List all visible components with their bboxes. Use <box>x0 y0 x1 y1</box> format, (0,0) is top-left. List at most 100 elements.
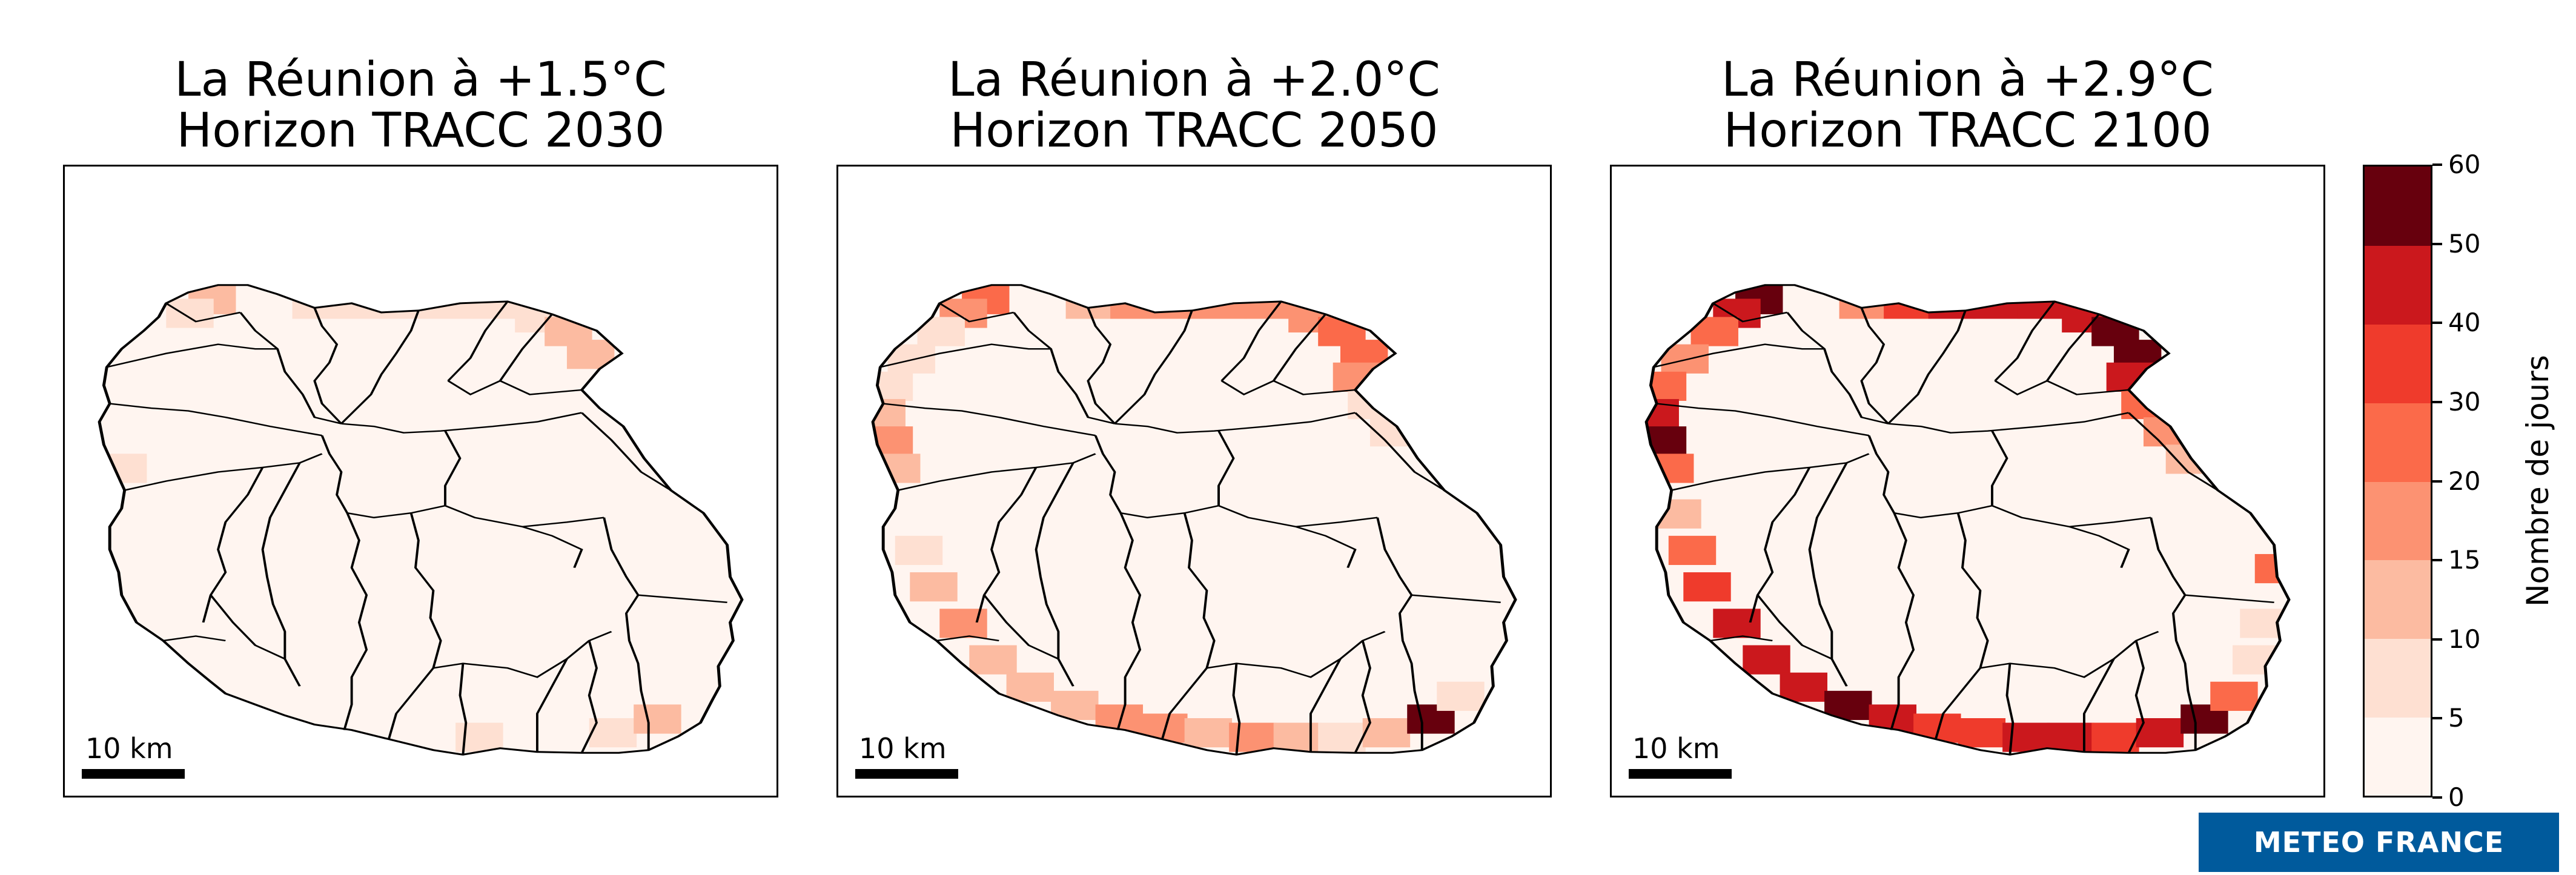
colorbar <box>2363 165 2432 797</box>
panel-title-1: La Réunion à +1.5°C Horizon TRACC 2030 <box>63 54 778 156</box>
coastline <box>98 284 744 756</box>
commune-border <box>603 517 727 603</box>
island-map-group <box>98 284 744 756</box>
commune-border <box>1956 513 1989 669</box>
heat-cell <box>1184 718 1233 748</box>
colorbar-label: Nombre de jours <box>2520 355 2555 607</box>
colorbar-band <box>2365 638 2431 718</box>
colorbar-tick-label: 5 <box>2448 703 2465 733</box>
coastline <box>871 284 1517 756</box>
commune-border <box>580 640 598 753</box>
commune-border <box>882 403 1096 437</box>
colorbar-tick <box>2432 796 2442 799</box>
colorbar-tick-label: 60 <box>2448 150 2481 179</box>
heat-cell <box>166 299 214 328</box>
scale-line-3 <box>1629 769 1732 779</box>
colorbar-band <box>2365 481 2431 561</box>
heat-cell <box>1654 499 1701 529</box>
heat-cell <box>2047 722 2095 752</box>
commune-border <box>1994 380 2129 396</box>
commune-border <box>1220 301 1282 381</box>
island-map-group <box>871 284 1517 756</box>
commune-border <box>124 453 323 491</box>
commune-border <box>1035 463 1074 687</box>
commune-border <box>1161 667 1208 739</box>
heat-cell <box>1646 426 1687 456</box>
commune-border <box>1217 431 1235 506</box>
commune-border <box>624 595 650 750</box>
commune-border <box>447 380 582 396</box>
heat-cell <box>910 572 958 602</box>
island-land <box>99 285 743 755</box>
commune-border <box>1116 512 1142 730</box>
scale-bar-3: 10 km <box>1629 733 1732 779</box>
colorbar-band <box>2365 167 2431 246</box>
heat-cell <box>1958 718 2006 748</box>
scale-line-2 <box>855 769 958 779</box>
commune-border <box>1272 314 1327 381</box>
scale-label-3: 10 km <box>1632 732 1720 765</box>
panel-title-2-line1: La Réunion à +2.0°C <box>948 53 1440 107</box>
panel-title-3-line2: Horizon TRACC 2100 <box>1723 104 2212 158</box>
commune-border <box>1712 303 1788 323</box>
heat-cell <box>1646 371 1687 401</box>
panel-title-2: La Réunion à +2.0°C Horizon TRACC 2050 <box>836 54 1552 156</box>
commune-border <box>239 312 342 424</box>
heat-cell <box>969 645 1017 675</box>
commune-border <box>898 453 1096 491</box>
heat-cell <box>1668 535 1717 566</box>
heat-cell <box>1437 681 1485 711</box>
commune-border <box>1354 640 1371 753</box>
commune-border <box>447 301 509 381</box>
colorbar-tick <box>2432 638 2442 641</box>
colorbar-tick <box>2432 322 2442 325</box>
commune-border <box>343 512 368 730</box>
commune-border <box>1120 505 1219 518</box>
commune-border <box>1890 512 1915 730</box>
heat-cell <box>895 535 943 566</box>
heat-cell <box>2017 289 2065 319</box>
heat-cell <box>1780 672 1828 702</box>
heat-cell <box>873 426 913 456</box>
commune-border <box>1013 312 1116 424</box>
heat-cell <box>2121 389 2169 420</box>
commune-border <box>444 431 462 506</box>
map-svg-3 <box>1644 284 2291 756</box>
colorbar-band <box>2365 245 2431 325</box>
commune-border <box>1113 310 1193 424</box>
commune-border <box>210 595 286 660</box>
commune-border <box>1860 308 1890 424</box>
commune-border <box>2005 663 2015 755</box>
commune-border <box>444 505 604 528</box>
heat-cell <box>1683 572 1731 602</box>
commune-border <box>1709 635 1773 642</box>
commune-border <box>1295 526 1357 568</box>
heat-cell <box>1928 289 1976 319</box>
colorbar-tick-label: 30 <box>2448 386 2481 417</box>
map-svg-2 <box>871 284 1517 756</box>
map-panel-3: 10 km <box>1610 165 2325 797</box>
colorbar-tick <box>2432 559 2442 562</box>
heat-cell <box>1348 389 1396 420</box>
heat-cell <box>470 289 518 319</box>
commune-border <box>936 635 999 642</box>
commune-border <box>535 658 568 752</box>
commune-border <box>938 303 1015 323</box>
colorbar-tick <box>2432 163 2442 166</box>
panel-title-1-line2: Horizon TRACC 2030 <box>176 104 665 158</box>
heat-cell <box>1913 713 1961 743</box>
heat-cell <box>1006 672 1055 702</box>
commune-border <box>1887 310 1967 424</box>
panel-title-1-line1: La Réunion à +1.5°C <box>174 53 667 107</box>
heat-cell <box>2210 681 2258 711</box>
colorbar-tick-label: 0 <box>2448 782 2465 812</box>
commune-border <box>1991 431 2008 506</box>
commune-border <box>1653 343 1825 368</box>
commune-border <box>1893 505 1993 518</box>
commune-border <box>109 403 323 437</box>
commune-border <box>1183 513 1216 669</box>
commune-border <box>2045 314 2101 381</box>
commune-border <box>1671 453 1870 491</box>
commune-border <box>498 314 554 381</box>
panel-title-3: La Réunion à +2.9°C Horizon TRACC 2100 <box>1610 54 2325 156</box>
